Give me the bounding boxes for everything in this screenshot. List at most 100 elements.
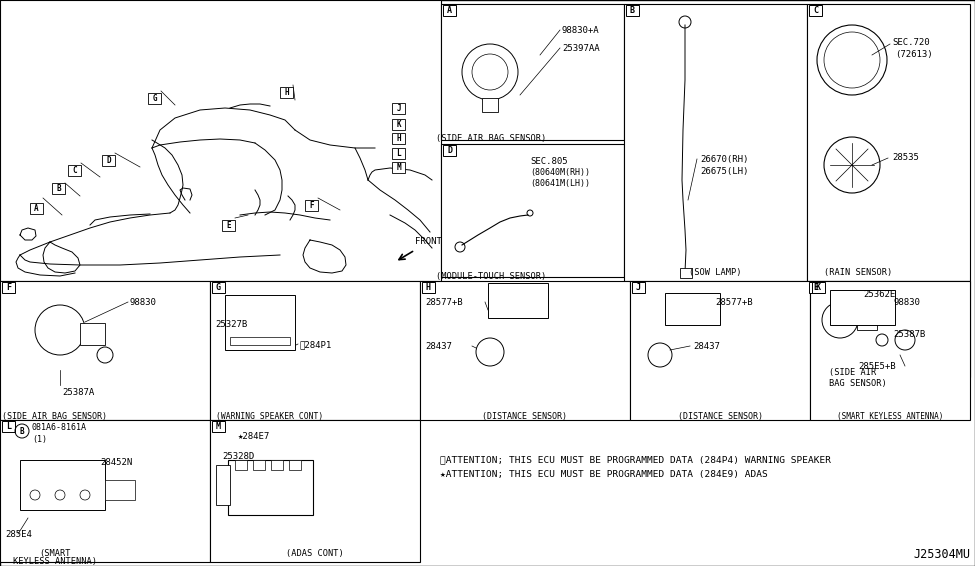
Text: 26670(RH): 26670(RH) — [700, 155, 749, 164]
Text: D: D — [447, 146, 452, 155]
Bar — [443, 5, 456, 16]
Bar — [680, 268, 692, 278]
Text: H: H — [396, 134, 401, 143]
Bar — [280, 87, 293, 98]
Text: ★ATTENTION; THIS ECU MUST BE PROGRAMMED DATA (284E9) ADAS: ★ATTENTION; THIS ECU MUST BE PROGRAMMED … — [440, 470, 767, 479]
Bar — [630, 281, 810, 420]
Bar — [80, 323, 105, 345]
Text: (RAIN SENSOR): (RAIN SENSOR) — [824, 268, 892, 277]
Text: 28437: 28437 — [425, 342, 451, 351]
Bar — [809, 5, 822, 16]
Bar — [271, 460, 283, 470]
Text: (MODULE-TOUCH SENSOR): (MODULE-TOUCH SENSOR) — [436, 272, 546, 281]
Bar — [420, 281, 630, 420]
Text: ★284E7: ★284E7 — [238, 432, 270, 441]
Text: KEYLESS ANTENNA): KEYLESS ANTENNA) — [13, 557, 97, 566]
Bar — [392, 133, 405, 144]
Text: 25387B: 25387B — [893, 330, 925, 339]
Bar — [830, 290, 895, 325]
Text: L: L — [396, 149, 401, 158]
Text: (72613): (72613) — [895, 50, 933, 59]
Text: A: A — [34, 204, 39, 213]
Text: (80641M(LH)): (80641M(LH)) — [530, 179, 590, 188]
Bar — [441, 4, 624, 140]
Text: 28452N: 28452N — [100, 458, 133, 467]
Bar — [68, 165, 81, 176]
Bar — [392, 119, 405, 130]
Text: H: H — [426, 283, 431, 292]
Bar — [305, 200, 318, 211]
Text: (SMART: (SMART — [39, 549, 71, 558]
Text: C: C — [72, 166, 77, 175]
Bar — [216, 465, 230, 505]
Text: G: G — [152, 94, 157, 103]
Bar — [52, 183, 65, 194]
Text: (SIDE AIR BAG SENSOR): (SIDE AIR BAG SENSOR) — [436, 134, 546, 143]
Text: L: L — [6, 422, 11, 431]
Text: D: D — [106, 156, 111, 165]
Text: B: B — [20, 427, 24, 435]
Bar — [2, 421, 15, 432]
Text: M: M — [216, 422, 221, 431]
Text: J: J — [636, 283, 641, 292]
Text: (DISTANCE SENSOR): (DISTANCE SENSOR) — [483, 412, 567, 421]
Text: 25397AA: 25397AA — [562, 44, 600, 53]
Text: 98830+A: 98830+A — [562, 26, 600, 35]
Text: 28577+B: 28577+B — [715, 298, 753, 307]
Text: 98830: 98830 — [130, 298, 157, 307]
Text: 98830: 98830 — [893, 298, 919, 307]
Bar — [807, 281, 970, 377]
Text: E: E — [226, 221, 231, 230]
Bar — [810, 281, 970, 420]
Bar — [807, 4, 970, 281]
Text: SEC.805: SEC.805 — [530, 157, 567, 166]
Bar — [665, 293, 720, 325]
Text: 25362E: 25362E — [863, 290, 895, 299]
Bar — [632, 282, 645, 293]
Bar — [624, 4, 807, 281]
Bar — [212, 282, 225, 293]
Text: K: K — [816, 283, 821, 292]
Bar — [392, 103, 405, 114]
Bar — [105, 480, 135, 500]
Text: H: H — [284, 88, 289, 97]
Bar — [102, 155, 115, 166]
Text: (SIDE AIR BAG SENSOR): (SIDE AIR BAG SENSOR) — [3, 412, 107, 421]
Text: 28437: 28437 — [693, 342, 720, 351]
Bar — [230, 337, 290, 345]
Bar — [210, 281, 420, 420]
Text: E: E — [813, 283, 818, 292]
Bar — [488, 283, 548, 318]
Bar — [422, 282, 435, 293]
Bar — [30, 203, 43, 214]
Bar — [289, 460, 301, 470]
Text: (SIDE AIR: (SIDE AIR — [829, 368, 877, 377]
Bar — [857, 312, 877, 330]
Text: 26675(LH): 26675(LH) — [700, 167, 749, 176]
Text: (SOW LAMP): (SOW LAMP) — [688, 268, 741, 277]
Text: 25328D: 25328D — [222, 452, 254, 461]
Text: 25387A: 25387A — [62, 388, 95, 397]
Bar — [809, 282, 822, 293]
Bar — [253, 460, 265, 470]
Bar — [441, 144, 624, 277]
Text: 28577+B: 28577+B — [425, 298, 462, 307]
Bar — [812, 282, 825, 293]
Bar — [20, 460, 105, 510]
Text: BAG SENSOR): BAG SENSOR) — [829, 379, 886, 388]
Text: (1): (1) — [32, 435, 47, 444]
Text: SEC.720: SEC.720 — [892, 38, 929, 47]
Bar — [0, 281, 210, 420]
Bar — [222, 220, 235, 231]
Text: FRONT: FRONT — [415, 238, 442, 247]
Text: (80640M(RH)): (80640M(RH)) — [530, 168, 590, 177]
Bar — [392, 162, 405, 173]
Bar — [148, 93, 161, 104]
Text: B: B — [57, 184, 60, 193]
Text: K: K — [396, 120, 401, 129]
Bar — [482, 98, 498, 112]
Bar — [443, 145, 456, 156]
Text: ※284P1: ※284P1 — [300, 340, 332, 349]
Text: 285E5+B: 285E5+B — [858, 362, 896, 371]
Bar — [392, 148, 405, 159]
